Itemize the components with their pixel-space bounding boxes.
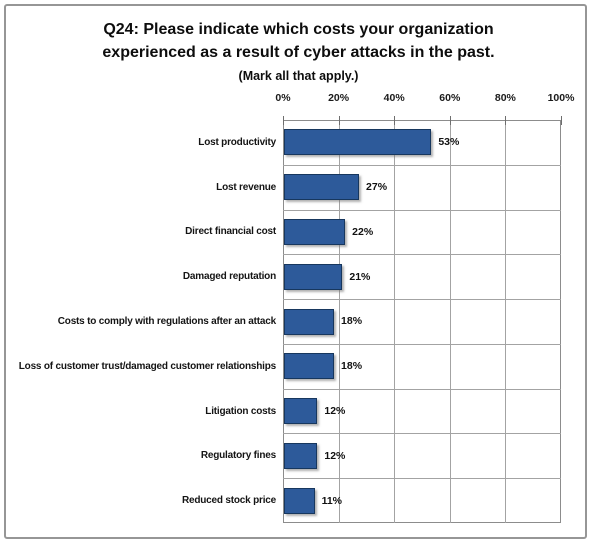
category-label: Reduced stock price <box>181 495 276 507</box>
bar <box>284 442 318 469</box>
value-label: 27% <box>366 181 388 194</box>
bar <box>284 174 360 201</box>
vertical-gridline <box>449 120 451 523</box>
value-label: 12% <box>324 405 346 418</box>
horizontal-gridline <box>283 164 561 166</box>
horizontal-gridline <box>283 388 561 390</box>
bar <box>284 353 335 380</box>
category-label: Loss of customer trust/damaged customer … <box>18 360 276 372</box>
value-label: 18% <box>341 360 363 373</box>
chart-title-line2: experienced as a result of cyber attacks… <box>102 44 495 61</box>
x-axis-label: 60% <box>439 92 461 104</box>
category-label: Lost revenue <box>216 181 276 193</box>
value-label: 11% <box>321 494 343 507</box>
bar <box>284 218 346 245</box>
horizontal-gridline <box>283 433 561 435</box>
value-label: 21% <box>349 270 371 283</box>
x-axis-label: 100% <box>547 92 575 104</box>
value-label: 53% <box>438 136 460 149</box>
horizontal-gridline <box>283 254 561 256</box>
x-axis-tick <box>449 116 451 125</box>
horizontal-gridline <box>283 209 561 211</box>
category-label: Damaged reputation <box>182 271 276 283</box>
bar <box>284 308 335 335</box>
x-axis-tick <box>505 116 507 125</box>
x-axis-tick <box>394 116 396 125</box>
x-axis-tick <box>561 116 562 125</box>
category-label: Direct financial cost <box>185 226 276 238</box>
bar <box>284 129 432 156</box>
vertical-gridline <box>394 120 396 523</box>
bar <box>284 487 315 514</box>
horizontal-gridline <box>283 478 561 480</box>
category-label: Regulatory fines <box>200 450 276 462</box>
horizontal-gridline <box>283 299 561 301</box>
chart-subtitle: (Mark all that apply.) <box>238 69 359 83</box>
vertical-gridline <box>505 120 507 523</box>
x-axis-label: 80% <box>494 92 516 104</box>
value-label: 18% <box>341 315 363 328</box>
category-label: Litigation costs <box>205 405 276 417</box>
category-label: Lost productivity <box>198 136 276 148</box>
x-axis-label: 0% <box>275 92 291 104</box>
x-axis-tick <box>338 116 340 125</box>
x-axis-label: 40% <box>383 92 405 104</box>
bar <box>284 398 318 425</box>
horizontal-gridline <box>283 343 561 345</box>
value-label: 22% <box>352 225 374 238</box>
vertical-gridline <box>338 120 340 523</box>
chart-title-line1: Q24: Please indicate which costs your or… <box>103 21 494 38</box>
bar <box>284 263 343 290</box>
x-axis-label: 20% <box>328 92 350 104</box>
value-label: 12% <box>324 449 346 462</box>
category-label: Costs to comply with regulations after a… <box>57 315 276 327</box>
x-axis-tick <box>283 116 284 125</box>
chart-title: Q24: Please indicate which costs your or… <box>6 18 591 64</box>
